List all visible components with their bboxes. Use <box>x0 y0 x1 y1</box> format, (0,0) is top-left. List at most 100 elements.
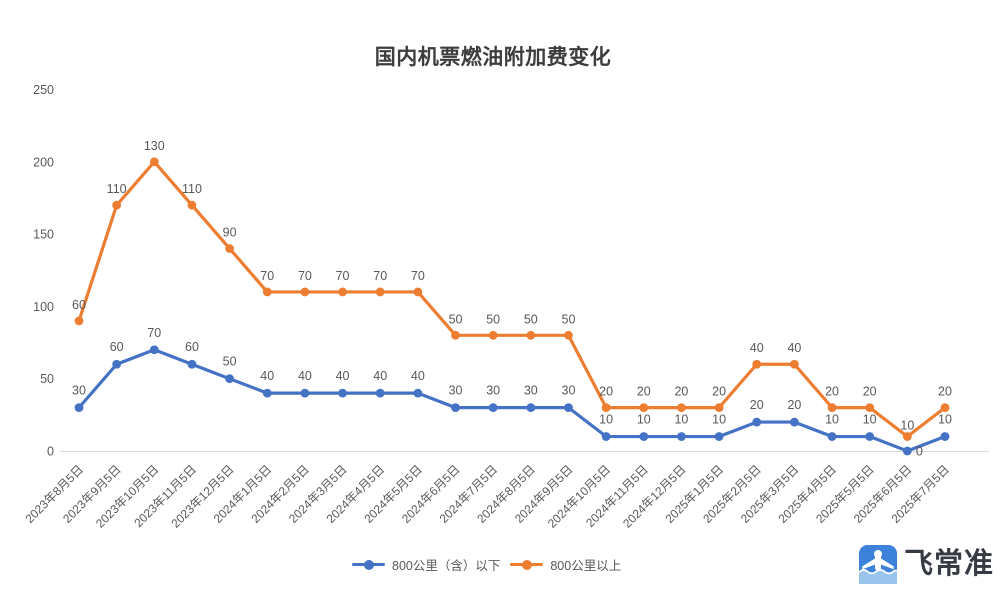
line-marker-icon <box>352 559 385 570</box>
series-under-800km-data-point <box>677 432 686 441</box>
series-under-800km-data-point <box>752 417 762 427</box>
data-label-over-800km: 20 <box>863 385 877 399</box>
data-label-over-800km: 20 <box>825 385 839 399</box>
data-label-over-800km: 70 <box>373 269 387 283</box>
data-label-under-800km: 10 <box>825 413 839 427</box>
data-label-under-800km: 30 <box>486 384 500 398</box>
series-under-800km-data-point <box>187 359 197 369</box>
y-tick-label: 150 <box>33 228 54 242</box>
data-label-under-800km: 30 <box>524 384 538 398</box>
data-label-under-800km: 20 <box>787 398 801 412</box>
series-over-800km-data-point <box>187 200 197 210</box>
series-over-800km-data-point <box>300 287 310 297</box>
series-over-800km-data-point <box>375 287 385 297</box>
data-label-under-800km: 0 <box>916 445 923 459</box>
data-label-over-800km: 70 <box>260 269 274 283</box>
series-over-800km-data-point <box>865 403 875 413</box>
data-label-over-800km: 40 <box>787 341 801 355</box>
data-label-over-800km: 10 <box>900 419 914 433</box>
series-under-800km-data-point <box>74 403 84 413</box>
y-tick-label: 0 <box>47 445 54 459</box>
chart-legend: 800公里（含）以下 800公里以上 <box>352 555 627 574</box>
series-under-800km-data-point <box>902 446 912 456</box>
series-under-800km-data-point <box>488 403 498 413</box>
feichangzhun-logo: 飞常准 <box>859 545 994 584</box>
data-label-under-800km: 40 <box>260 369 274 383</box>
series-over-800km-data-point <box>74 316 84 326</box>
series-over-800km-data-point <box>601 403 611 413</box>
data-label-over-800km: 20 <box>599 385 613 399</box>
series-over-800km-line <box>77 160 947 439</box>
data-label-over-800km: 50 <box>524 312 538 326</box>
series-over-800km-data-point <box>789 359 799 369</box>
series-over-800km-data-point <box>677 403 686 413</box>
data-label-under-800km: 40 <box>411 369 425 383</box>
series-under-800km-data-point <box>827 432 837 441</box>
series-under-800km-data-point <box>940 432 950 441</box>
data-label-over-800km: 50 <box>562 312 576 326</box>
data-label-over-800km: 110 <box>182 182 202 196</box>
y-tick-label: 100 <box>33 300 54 314</box>
legend-item-over-800km: 800公里以上 <box>510 555 621 574</box>
series-under-800km-data-point <box>714 432 724 441</box>
series-under-800km-data-point <box>149 345 159 355</box>
data-label-under-800km: 40 <box>298 369 312 383</box>
data-label-under-800km: 20 <box>750 398 764 412</box>
series-under-800km-data-point <box>865 432 875 441</box>
data-label-under-800km: 30 <box>72 384 86 398</box>
series-over-800km-data-point <box>639 403 649 413</box>
logo-text: 飞常准 <box>904 548 995 580</box>
series-over-800km-data-point <box>488 330 498 340</box>
data-label-under-800km: 50 <box>223 355 237 369</box>
series-over-800km-data-point <box>413 287 423 297</box>
series-under-800km-data-point <box>564 403 573 413</box>
series-over-800km-data-point <box>451 330 460 340</box>
legend-label: 800公里（含）以下 <box>392 559 501 573</box>
data-label-over-800km: 130 <box>144 139 165 153</box>
legend-label: 800公里以上 <box>550 559 622 573</box>
data-label-under-800km: 40 <box>373 369 387 383</box>
series-over-800km-data-point <box>526 330 536 340</box>
data-label-under-800km: 10 <box>674 413 688 427</box>
series-under-800km-data-point <box>451 403 460 413</box>
data-label-over-800km: 70 <box>336 269 350 283</box>
data-label-under-800km: 60 <box>185 340 199 354</box>
series-over-800km-data-point <box>564 330 573 340</box>
data-label-under-800km: 40 <box>336 369 350 383</box>
series-over-800km-data-point <box>902 432 912 441</box>
data-label-over-800km: 70 <box>298 269 312 283</box>
series-under-800km-data-point <box>375 388 385 398</box>
data-label-over-800km: 110 <box>107 182 127 196</box>
series-over-800km-data-point <box>752 359 762 369</box>
y-tick-label: 200 <box>33 155 54 169</box>
series-over-800km-data-point <box>940 403 950 413</box>
data-label-over-800km: 60 <box>72 298 86 312</box>
series-under-800km-data-point <box>338 388 347 398</box>
series-under-800km-data-point <box>526 403 536 413</box>
series-under-800km-data-point <box>413 388 423 398</box>
chart-title: 国内机票燃油附加费变化 <box>374 46 612 69</box>
series-over-800km-data-point <box>714 403 724 413</box>
series-under-800km-data-point <box>262 388 272 398</box>
data-label-under-800km: 10 <box>599 413 613 427</box>
series-over-800km-data-point <box>149 157 159 167</box>
series-under-800km-data-point <box>601 432 611 441</box>
line-marker-icon <box>510 559 544 570</box>
data-label-over-800km: 90 <box>223 226 237 240</box>
series-under-800km-data-point <box>225 374 235 384</box>
data-label-under-800km: 10 <box>712 413 726 427</box>
data-label-over-800km: 50 <box>486 312 500 326</box>
series-over-800km-data-point <box>262 287 272 297</box>
data-label-under-800km: 30 <box>449 384 463 398</box>
data-label-over-800km: 20 <box>637 385 651 399</box>
airplane-app-icon <box>859 545 897 584</box>
series-under-800km-data-point <box>639 432 649 441</box>
series-under-800km-line <box>77 348 947 453</box>
data-label-under-800km: 10 <box>863 413 877 427</box>
y-tick-label: 250 <box>33 83 54 97</box>
series-under-800km-data-point <box>300 388 310 398</box>
data-label-over-800km: 20 <box>712 385 726 399</box>
series-under-800km-data-point <box>789 417 799 427</box>
